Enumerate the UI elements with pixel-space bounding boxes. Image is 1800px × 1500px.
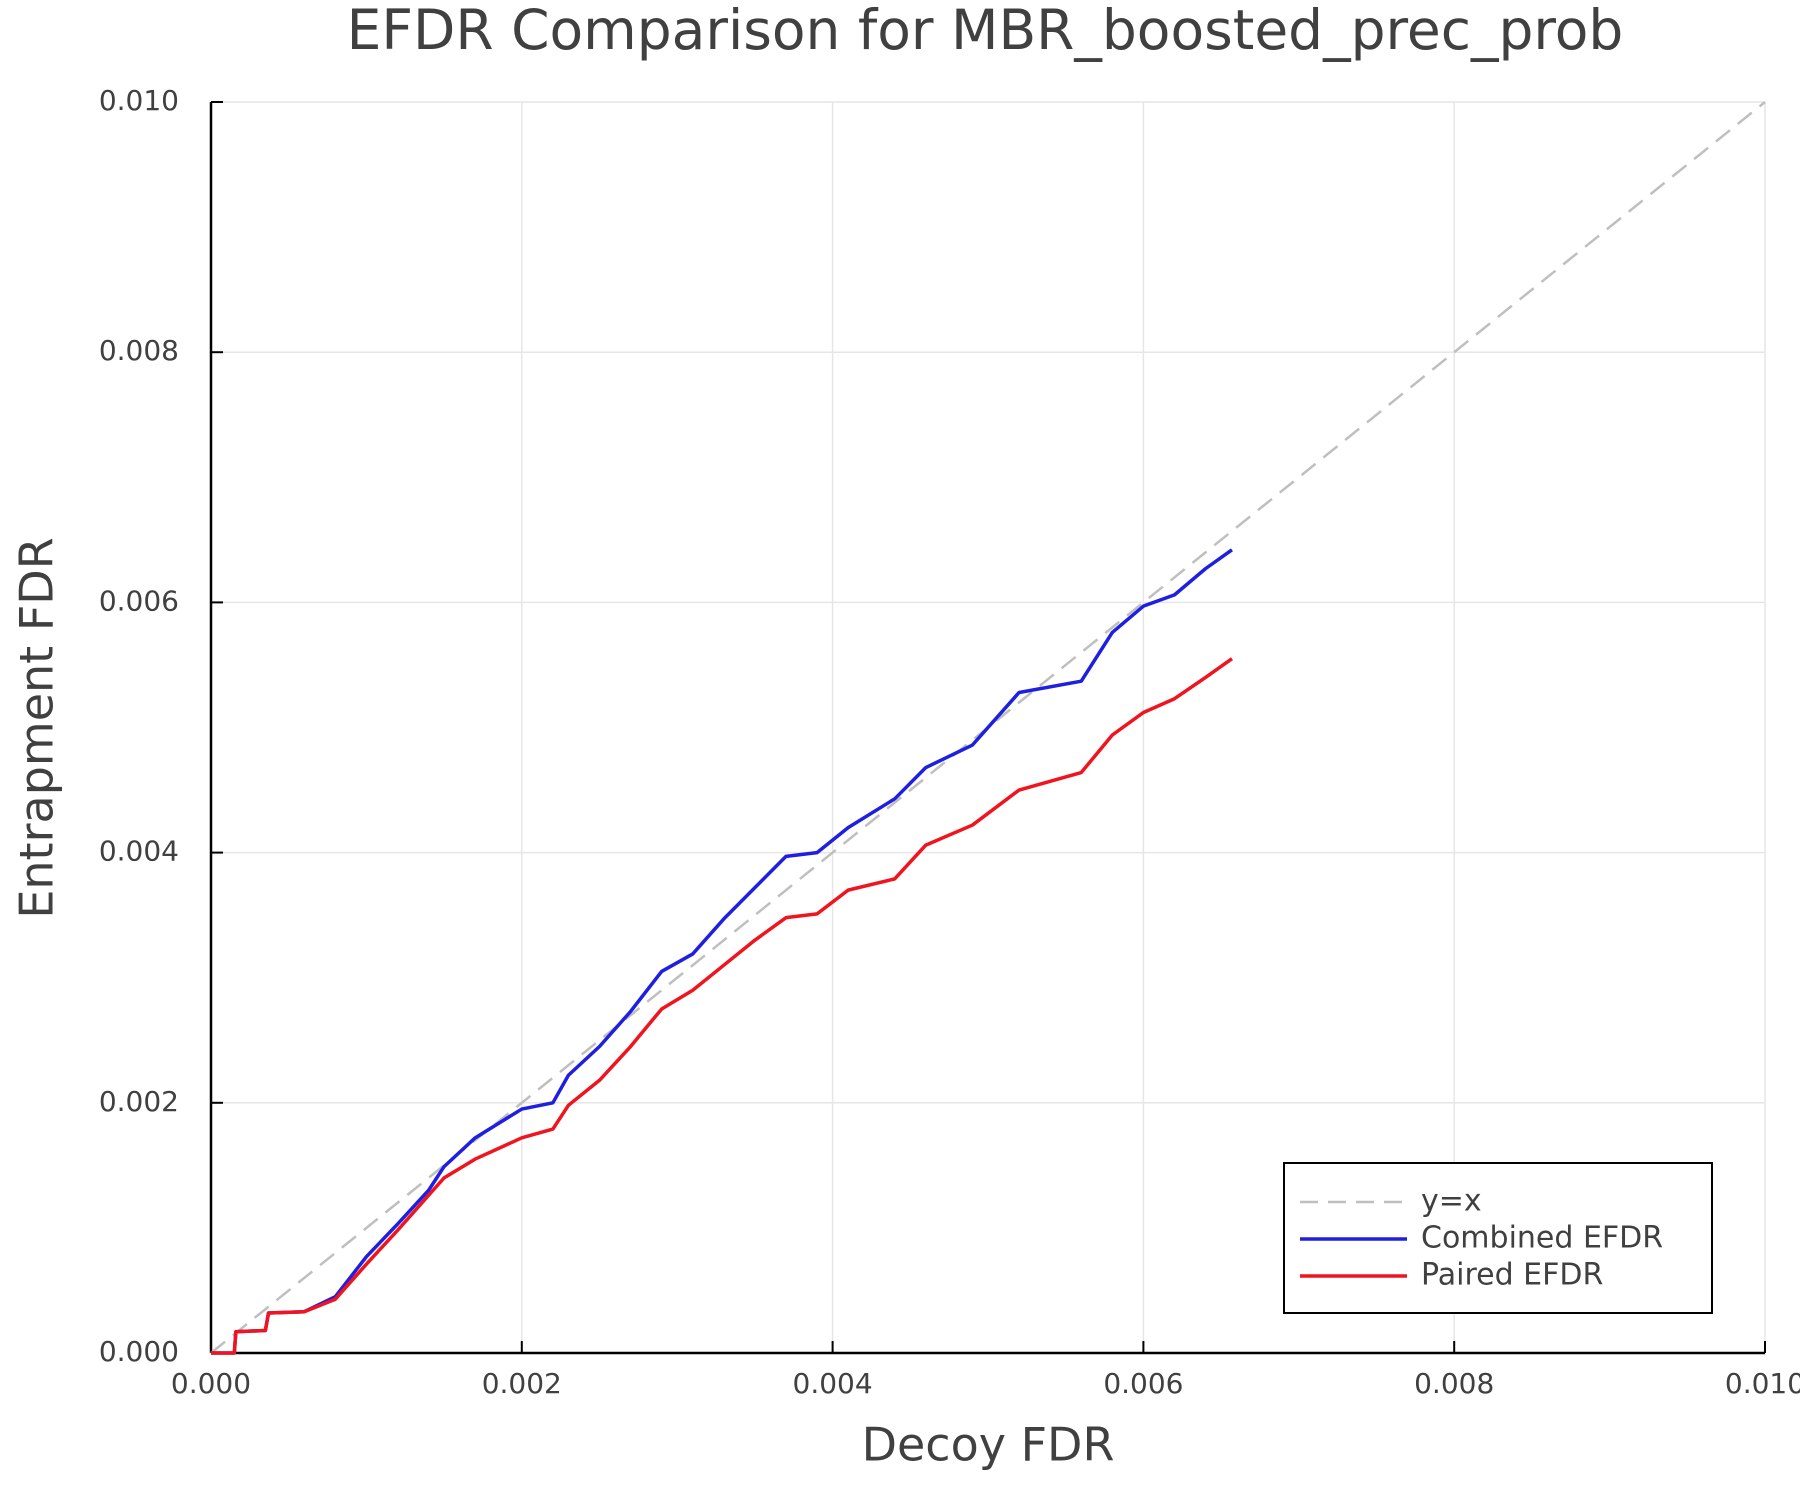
series-line [211,657,1233,1355]
x-axis-label: Decoy FDR [862,1418,1115,1472]
y-tick-label: 0.002 [99,1085,179,1118]
x-tick-label: 0.006 [1103,1367,1183,1400]
chart-title: EFDR Comparison for MBR_boosted_prec_pro… [347,0,1624,62]
legend-label: Paired EFDR [1421,1258,1603,1293]
legend-label: y=x [1421,1184,1482,1219]
y-axis-label: Entrapment FDR [10,537,64,918]
y-tick-label: 0.008 [99,334,179,367]
y-tick-label: 0.006 [99,584,179,617]
x-tick-label: 0.002 [482,1367,562,1400]
x-tick-label: 0.004 [793,1367,873,1400]
y-tick-label: 0.010 [99,84,179,117]
y-tick-label: 0.000 [99,1335,179,1368]
y-tick-label: 0.004 [99,835,179,868]
x-tick-label: 0.000 [171,1367,251,1400]
x-tick-label: 0.008 [1414,1367,1494,1400]
legend-label: Combined EFDR [1421,1221,1663,1256]
series-line [211,548,1233,1355]
x-tick-label: 0.010 [1725,1367,1800,1400]
